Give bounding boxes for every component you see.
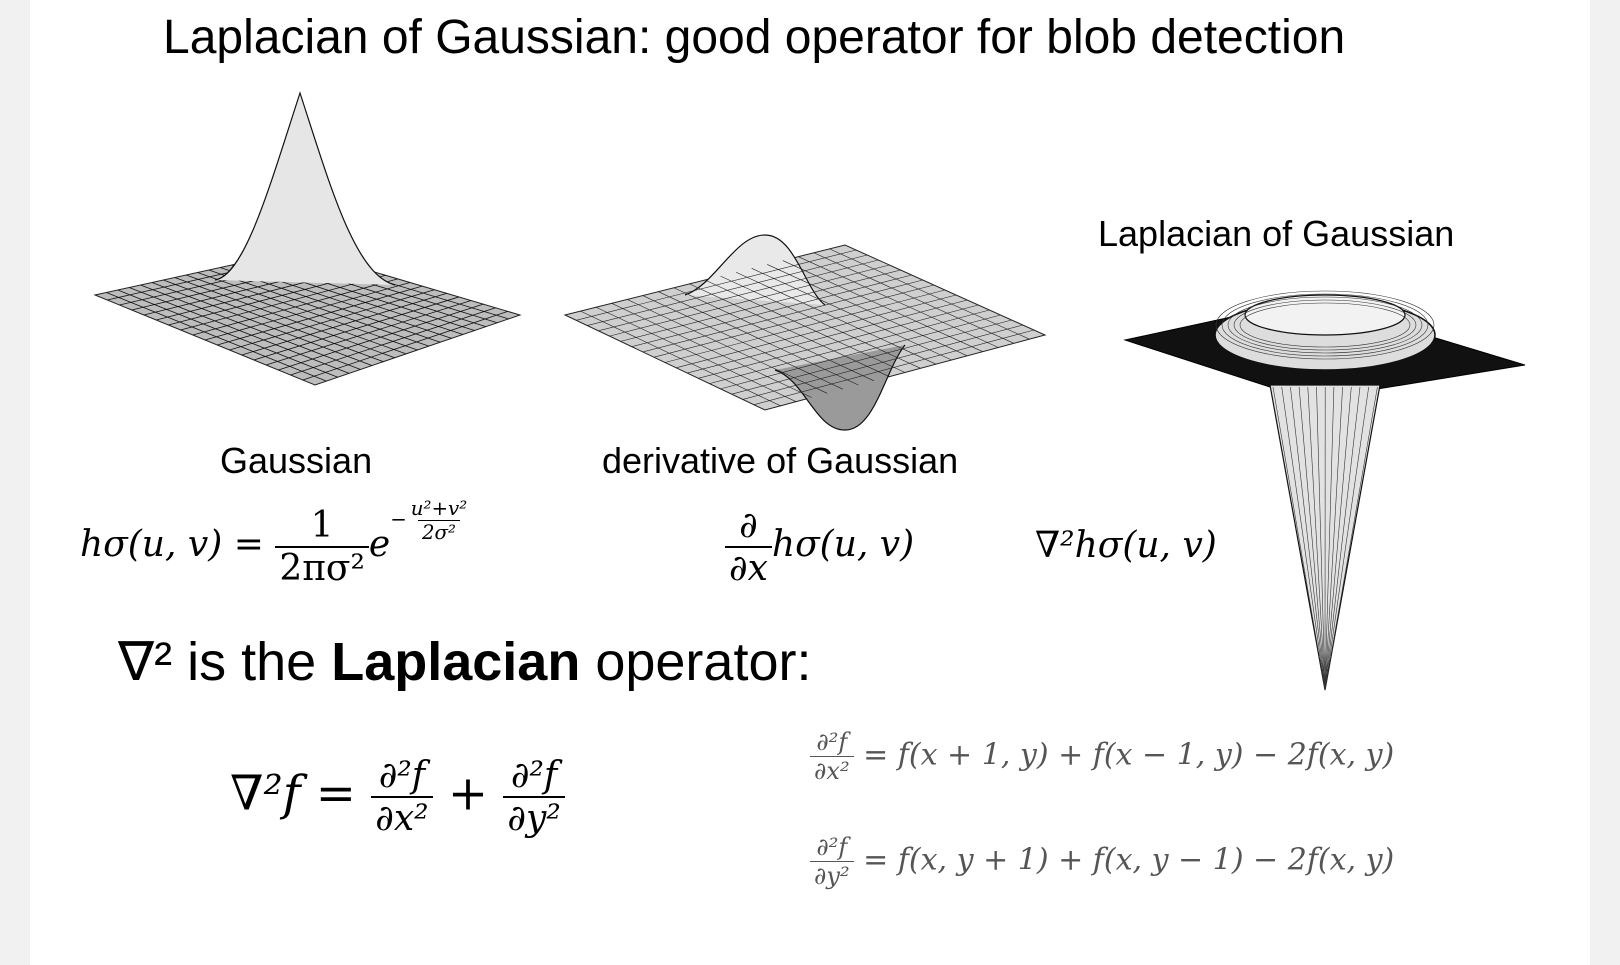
dog-formula-den: ∂x — [725, 546, 772, 589]
discrete-yy-num: ∂²f — [816, 833, 848, 861]
log-formula: ∇²hσ(u, v) — [1035, 525, 1217, 566]
statement-bold: Laplacian — [331, 632, 581, 692]
gaussian-formula-lhs: hσ(u, v) = — [80, 524, 264, 565]
laplacian-definition: ∇²f = ∂²f ∂x² + ∂²f ∂y² — [230, 755, 565, 839]
gaussian-exp-num: u²+v² — [410, 497, 468, 520]
discrete-xx-num: ∂²f — [816, 728, 848, 756]
gaussian-formula: hσ(u, v) = 1 2πσ² e− u²+v² 2σ² — [80, 497, 471, 589]
dog-formula-num: ∂ — [739, 505, 758, 546]
def-t2-num: ∂²f — [510, 755, 558, 796]
dog-formula: ∂ ∂x hσ(u, v) — [725, 505, 914, 589]
slide-title: Laplacian of Gaussian: good operator for… — [163, 11, 1346, 64]
statement-post: operator: — [595, 632, 812, 692]
gaussian-label: Gaussian — [220, 440, 373, 481]
laplacian-statement: ∇² is the Laplacian operator: — [118, 630, 811, 693]
derivative-gaussian-surface-plot — [563, 234, 1047, 431]
def-t1-den: ∂x² — [371, 796, 433, 839]
dog-formula-rest: hσ(u, v) — [771, 524, 915, 565]
gaussian-formula-den: 2πσ² — [275, 546, 369, 589]
statement-pre: is the — [187, 632, 317, 692]
gaussian-formula-base: e — [368, 524, 391, 565]
log-label: Laplacian of Gaussian — [1098, 213, 1455, 254]
def-t2-den: ∂y² — [503, 796, 565, 839]
discrete-xx-den: ∂x² — [810, 756, 854, 785]
laplacian-gaussian-surface-plot — [1123, 290, 1526, 691]
dog-label: derivative of Gaussian — [602, 440, 959, 481]
slide: Laplacian of Gaussian: good operator for… — [30, 0, 1590, 965]
gaussian-exp-sign: − — [390, 508, 407, 531]
nabla-symbol: ∇² — [118, 632, 173, 692]
discrete-yy: ∂²f ∂y² = f(x, y + 1) + f(x, y − 1) − 2f(… — [810, 833, 1394, 890]
def-t1-num: ∂²f — [378, 755, 426, 796]
def-lhs: ∇²f = — [230, 765, 356, 822]
discrete-yy-rhs: = f(x, y + 1) + f(x, y − 1) − 2f(x, y) — [863, 842, 1395, 878]
gaussian-surface-plot — [93, 91, 522, 386]
discrete-xx: ∂²f ∂x² = f(x + 1, y) + f(x − 1, y) − 2f(… — [810, 728, 1394, 785]
discrete-xx-rhs: = f(x + 1, y) + f(x − 1, y) − 2f(x, y) — [863, 737, 1395, 773]
gaussian-formula-num: 1 — [310, 505, 334, 546]
discrete-yy-den: ∂y² — [810, 861, 854, 890]
def-plus: + — [447, 765, 489, 822]
gaussian-exp-den: 2σ² — [417, 520, 460, 544]
